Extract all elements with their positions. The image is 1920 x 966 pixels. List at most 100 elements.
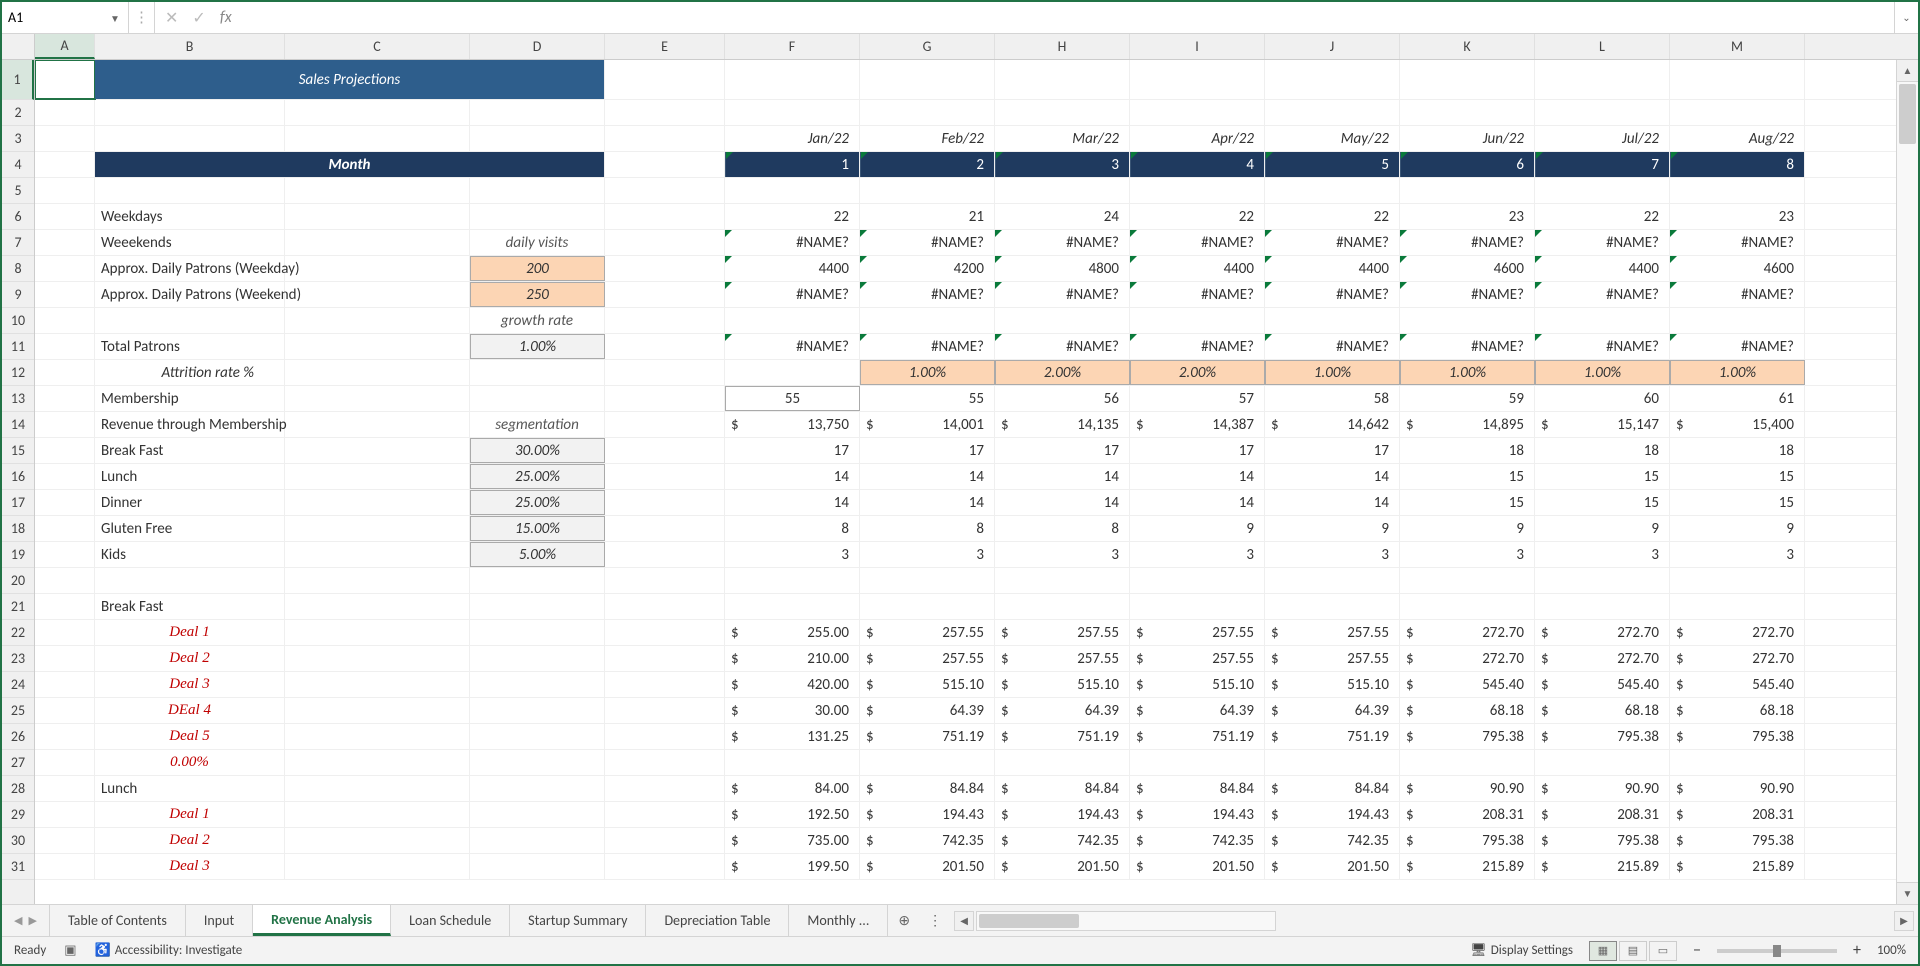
cell-A13[interactable] [35, 386, 95, 411]
cell-B22[interactable]: Deal 1 [95, 620, 285, 645]
formula-bar-expand-icon[interactable]: ⌄ [1894, 2, 1918, 33]
cell-L13[interactable]: 60 [1535, 386, 1670, 411]
page-layout-view-button[interactable]: ▤ [1619, 941, 1647, 961]
cell-G15[interactable]: 17 [860, 438, 995, 463]
cell-G6[interactable]: 21 [860, 204, 995, 229]
cell-B19[interactable]: Kids [95, 542, 285, 567]
cell-F21[interactable] [725, 594, 860, 619]
enter-icon[interactable]: ✓ [192, 8, 205, 28]
cell-E8[interactable] [605, 256, 725, 281]
new-sheet-button[interactable]: ⊕ [888, 905, 920, 936]
cell-K8[interactable]: 4600 [1400, 256, 1535, 281]
cell-B23[interactable]: Deal 2 [95, 646, 285, 671]
cell-K31[interactable]: $215.89 [1400, 854, 1535, 879]
cell-L31[interactable]: $215.89 [1535, 854, 1670, 879]
cell-L24[interactable]: $545.40 [1535, 672, 1670, 697]
cell-D24[interactable] [470, 672, 605, 697]
cell-D20[interactable] [470, 568, 605, 593]
cell-A16[interactable] [35, 464, 95, 489]
cell-L1[interactable] [1535, 60, 1670, 99]
row-header-4[interactable]: 4 [2, 152, 34, 178]
row-header-5[interactable]: 5 [2, 178, 34, 204]
column-header-L[interactable]: L [1535, 34, 1670, 59]
name-box-dropdown-icon[interactable]: ▼ [110, 12, 122, 24]
column-header-D[interactable]: D [470, 34, 605, 59]
cell-F20[interactable] [725, 568, 860, 593]
cell-K6[interactable]: 23 [1400, 204, 1535, 229]
row-header-24[interactable]: 24 [2, 672, 34, 698]
cell-I16[interactable]: 14 [1130, 464, 1265, 489]
cell-K26[interactable]: $795.38 [1400, 724, 1535, 749]
cell-B13[interactable]: Membership [95, 386, 285, 411]
cell-K30[interactable]: $795.38 [1400, 828, 1535, 853]
cell-M27[interactable] [1670, 750, 1805, 775]
cell-A9[interactable] [35, 282, 95, 307]
cell-A27[interactable] [35, 750, 95, 775]
cell-I15[interactable]: 17 [1130, 438, 1265, 463]
cell-F8[interactable]: 4400 [725, 256, 860, 281]
cell-G14[interactable]: $14,001 [860, 412, 995, 437]
cell-I23[interactable]: $257.55 [1130, 646, 1265, 671]
cell-G22[interactable]: $257.55 [860, 620, 995, 645]
cell-A10[interactable] [35, 308, 95, 333]
row-header-20[interactable]: 20 [2, 568, 34, 594]
cell-L17[interactable]: 15 [1535, 490, 1670, 515]
sheet-tab-monthly-[interactable]: Monthly ... [789, 905, 888, 936]
cell-M13[interactable]: 61 [1670, 386, 1805, 411]
cell-J31[interactable]: $201.50 [1265, 854, 1400, 879]
cell-E27[interactable] [605, 750, 725, 775]
cell-K17[interactable]: 15 [1400, 490, 1535, 515]
cell-F1[interactable] [725, 60, 860, 99]
cell-K12[interactable]: 1.00% [1400, 360, 1535, 385]
cell-J18[interactable]: 9 [1265, 516, 1400, 541]
row-header-25[interactable]: 25 [2, 698, 34, 724]
cell-K9[interactable]: #NAME? [1400, 282, 1535, 307]
cell-A12[interactable] [35, 360, 95, 385]
cell-H20[interactable] [995, 568, 1130, 593]
cell-D7[interactable]: daily visits [470, 230, 605, 255]
cell-K2[interactable] [1400, 100, 1535, 125]
cell-M19[interactable]: 3 [1670, 542, 1805, 567]
cell-C23[interactable] [285, 646, 470, 671]
cell-L5[interactable] [1535, 178, 1670, 203]
cell-M9[interactable]: #NAME? [1670, 282, 1805, 307]
cell-F11[interactable]: #NAME? [725, 334, 860, 359]
cell-J19[interactable]: 3 [1265, 542, 1400, 567]
cell-B28[interactable]: Lunch [95, 776, 285, 801]
cell-D14[interactable]: segmentation [470, 412, 605, 437]
cell-C2[interactable] [285, 100, 470, 125]
row-header-1[interactable]: 1 [2, 60, 34, 100]
cell-E4[interactable] [605, 152, 725, 177]
cell-M10[interactable] [1670, 308, 1805, 333]
cell-J24[interactable]: $515.10 [1265, 672, 1400, 697]
sheet-tab-revenue-analysis[interactable]: Revenue Analysis [253, 905, 391, 936]
scroll-down-icon[interactable]: ▼ [1897, 882, 1918, 904]
row-header-12[interactable]: 12 [2, 360, 34, 386]
cell-H7[interactable]: #NAME? [995, 230, 1130, 255]
cell-L26[interactable]: $795.38 [1535, 724, 1670, 749]
cell-G27[interactable] [860, 750, 995, 775]
cell-E17[interactable] [605, 490, 725, 515]
cell-B30[interactable]: Deal 2 [95, 828, 285, 853]
cell-M12[interactable]: 1.00% [1670, 360, 1805, 385]
cell-H30[interactable]: $742.35 [995, 828, 1130, 853]
row-header-17[interactable]: 17 [2, 490, 34, 516]
cell-D31[interactable] [470, 854, 605, 879]
row-header-26[interactable]: 26 [2, 724, 34, 750]
cell-F24[interactable]: $420.00 [725, 672, 860, 697]
cell-D8[interactable]: 200 [470, 256, 605, 281]
cell-A31[interactable] [35, 854, 95, 879]
cell-B21[interactable]: Break Fast [95, 594, 285, 619]
cell-I18[interactable]: 9 [1130, 516, 1265, 541]
cell-J20[interactable] [1265, 568, 1400, 593]
cell-G16[interactable]: 14 [860, 464, 995, 489]
column-header-A[interactable]: A [35, 34, 95, 59]
hscroll-right-icon[interactable]: ▶ [1894, 911, 1914, 931]
cell-D11[interactable]: 1.00% [470, 334, 605, 359]
cell-J6[interactable]: 22 [1265, 204, 1400, 229]
cell-M8[interactable]: 4600 [1670, 256, 1805, 281]
cell-F18[interactable]: 8 [725, 516, 860, 541]
cell-C14[interactable] [285, 412, 470, 437]
cell-B2[interactable] [95, 100, 285, 125]
cell-F22[interactable]: $255.00 [725, 620, 860, 645]
